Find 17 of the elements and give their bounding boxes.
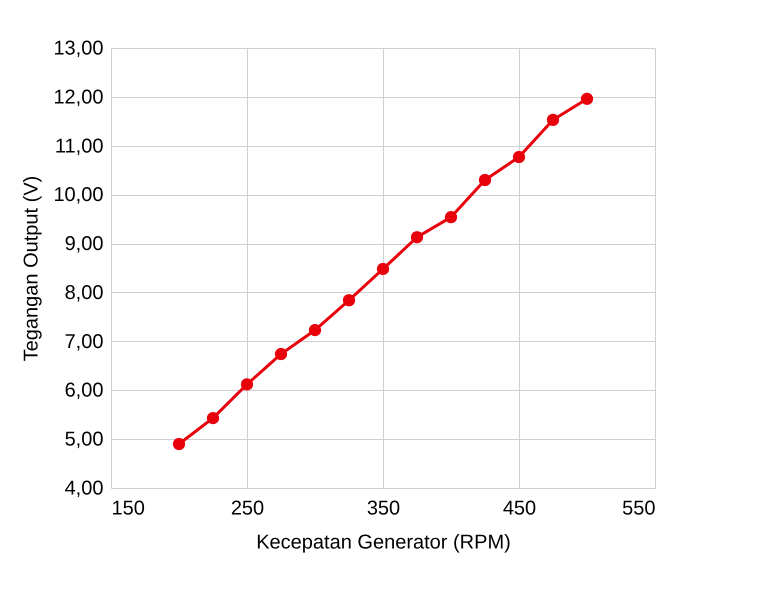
x-tick-label: 550 bbox=[622, 498, 656, 520]
x-tick-label: 350 bbox=[366, 498, 400, 520]
x-tick-label: 150 bbox=[112, 498, 145, 520]
y-tick-label: 5,00 bbox=[64, 428, 104, 451]
x-tick-label: 450 bbox=[502, 498, 536, 520]
y-tick-label: 11,00 bbox=[54, 135, 104, 158]
y-tick-label: 7,00 bbox=[64, 330, 104, 353]
y-tick-label: 13,00 bbox=[53, 38, 104, 60]
y-tick-label: 8,00 bbox=[64, 282, 104, 304]
y-tick-label: 4,00 bbox=[64, 478, 104, 500]
y-tick-label: 9,00 bbox=[64, 233, 104, 256]
y-tick-label: 6,00 bbox=[64, 380, 104, 402]
y-tick-label: 10,00 bbox=[53, 184, 104, 206]
y-axis-title: Tegangan Output (V) bbox=[20, 176, 42, 362]
y-tick-label: 12,00 bbox=[53, 86, 104, 108]
x-tick-label: 250 bbox=[230, 498, 264, 520]
x-axis-title: Kecepatan Generator (RPM) bbox=[256, 532, 511, 554]
